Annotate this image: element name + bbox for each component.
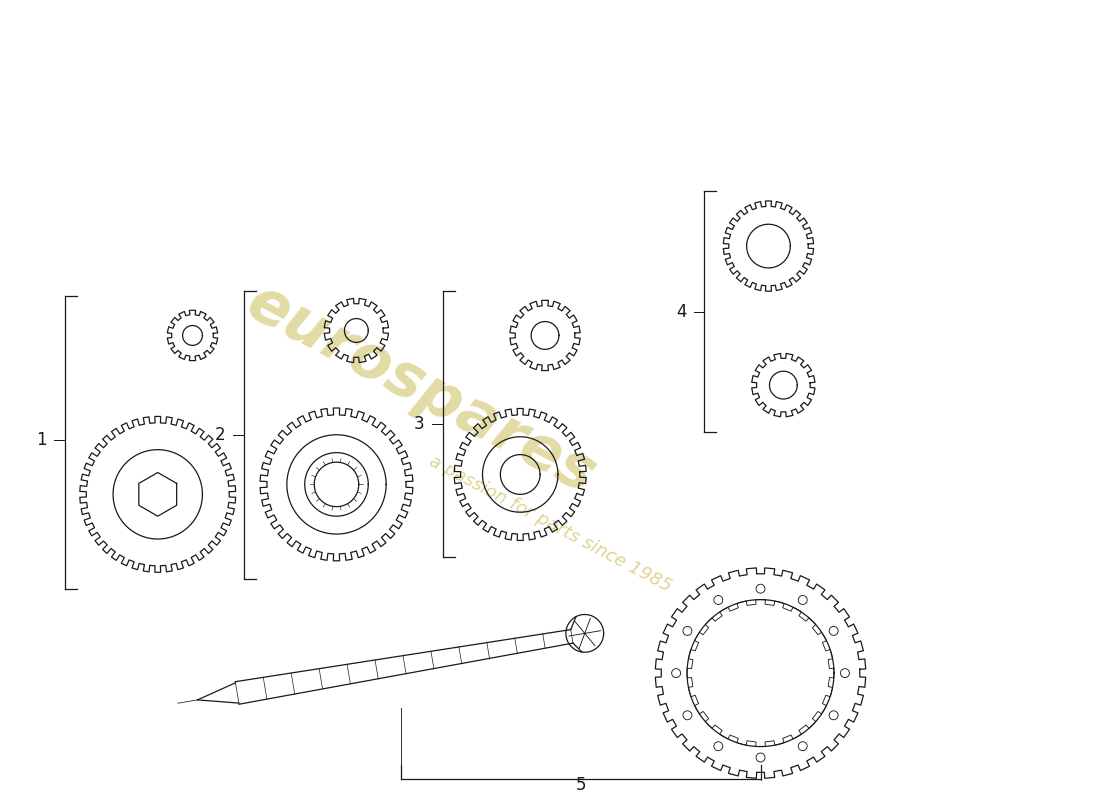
Text: eurospares: eurospares [236,274,605,507]
Text: 1: 1 [36,430,47,449]
Text: 4: 4 [675,302,686,321]
Text: 3: 3 [414,415,425,433]
Text: 2: 2 [214,426,225,444]
Text: a passion for parts since 1985: a passion for parts since 1985 [426,452,674,596]
Text: 5: 5 [575,776,586,794]
